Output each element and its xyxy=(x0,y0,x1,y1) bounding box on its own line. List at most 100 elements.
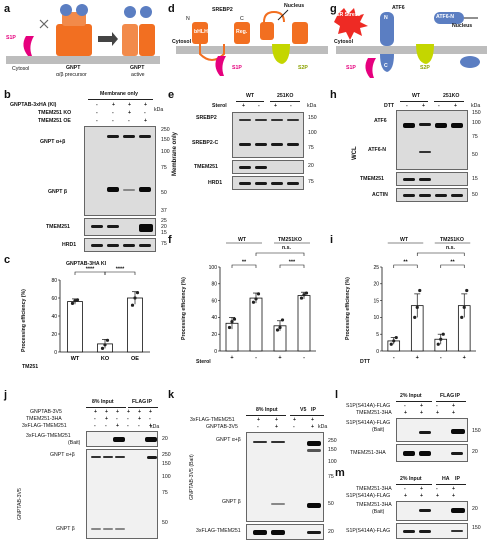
e-side-label: Membrane only xyxy=(172,131,178,176)
l-mk-0: 150 xyxy=(472,428,481,434)
j-bait-label: 3xFLAG-TMEM251 xyxy=(26,433,71,439)
i-sig-bracket-1 xyxy=(393,264,418,268)
sign-cell: - xyxy=(138,423,140,429)
data-point xyxy=(441,332,445,336)
d-cytosol: Cytosol xyxy=(172,39,192,45)
g-cytosol: Cytosol xyxy=(334,39,354,45)
band xyxy=(271,530,285,535)
s1p-protein xyxy=(23,36,34,56)
k-line-input xyxy=(246,415,286,416)
j-row-0: GNPTAB-3V5 xyxy=(30,409,62,415)
i-dtt: DTT xyxy=(360,359,371,365)
x-tick-label: - xyxy=(255,355,257,361)
i-sig-bracket-2 xyxy=(440,264,465,268)
band xyxy=(271,119,283,121)
sign-cell: + xyxy=(422,103,426,109)
band xyxy=(307,503,321,508)
data-point xyxy=(302,293,306,297)
data-point xyxy=(256,292,261,296)
b-header-line xyxy=(88,99,153,100)
x-tick-label: + xyxy=(230,355,233,361)
panel-letter-a: a xyxy=(4,3,11,15)
band xyxy=(307,531,321,534)
panel-letter-b: b xyxy=(4,89,11,101)
band xyxy=(139,135,151,138)
data-point xyxy=(392,339,396,343)
k-blot-gnpt xyxy=(246,432,324,522)
k-mk-4: 50 xyxy=(328,501,334,507)
h-mk-4: 15 xyxy=(472,176,478,182)
data-point xyxy=(280,318,285,322)
band xyxy=(435,194,447,197)
band xyxy=(255,119,267,121)
b-mk-1: 150 xyxy=(161,137,170,143)
data-point xyxy=(413,315,417,319)
i-group-wt: WT xyxy=(400,237,409,243)
band xyxy=(139,244,151,247)
sign-cell: + xyxy=(454,103,458,109)
e-mk-4: 75 xyxy=(308,179,314,185)
sign-cell: - xyxy=(258,103,260,109)
m-row-1: S1P(S414A)-FLAG xyxy=(346,493,391,499)
h-group-line xyxy=(400,101,428,102)
band xyxy=(307,449,321,452)
m-blot2: S1P(S414A)-FLAG xyxy=(346,528,391,534)
band xyxy=(287,119,299,121)
band xyxy=(451,530,463,532)
band xyxy=(107,244,119,247)
sign-cell: - xyxy=(438,103,440,109)
band xyxy=(91,528,101,530)
sign-cell: - xyxy=(105,423,107,429)
k-mk-5: 20 xyxy=(328,529,334,535)
h-group-ko: 251KO xyxy=(443,93,460,99)
band xyxy=(113,437,125,442)
j-mk-2: 150 xyxy=(162,461,171,467)
sign-cell: + xyxy=(149,423,153,429)
band xyxy=(435,123,447,128)
sign-cell: + xyxy=(452,410,456,416)
band xyxy=(123,244,135,247)
m-blot1-sub: (Bait) xyxy=(372,509,385,515)
l-blot-s1p xyxy=(396,418,468,442)
c-ylabel: Processing efficiency (%) xyxy=(21,289,27,352)
l-ip: IP xyxy=(455,393,460,399)
m-line-ip xyxy=(436,484,466,485)
sign-cell: + xyxy=(436,410,440,416)
e-group-wt: WT xyxy=(246,93,255,99)
a-precursor-sub: α/β precursor xyxy=(56,72,87,78)
data-point xyxy=(135,291,140,295)
data-point xyxy=(275,328,280,332)
sign-cell: + xyxy=(452,486,456,492)
panel-letter-k: k xyxy=(168,389,175,401)
sign-cell: + xyxy=(138,409,142,415)
e-group-ko: 251KO xyxy=(277,93,294,99)
sign-cell: - xyxy=(96,110,98,116)
gamma-subunit-2 xyxy=(76,4,88,16)
bar xyxy=(67,301,83,353)
sign-cell: + xyxy=(452,403,456,409)
band xyxy=(107,187,119,192)
band xyxy=(115,456,125,458)
band xyxy=(253,441,267,443)
panel-letter-l: l xyxy=(335,389,339,401)
band xyxy=(419,151,431,153)
b-header: Membrane only xyxy=(100,91,139,97)
d-bhlh: bHLH xyxy=(194,29,208,35)
f-group-wt: WT xyxy=(238,237,247,243)
srebp2-loop xyxy=(199,44,225,61)
panel-letter-m: m xyxy=(335,467,345,479)
band xyxy=(139,187,151,192)
x-tick-label: - xyxy=(440,355,442,361)
i-group-ko: TM251KO xyxy=(440,237,464,243)
a-cytosol-label: Cytosol xyxy=(12,66,30,72)
e-blot-tmem251 xyxy=(232,160,304,174)
sign-cell: + xyxy=(128,102,132,108)
band xyxy=(103,456,113,458)
y-tick-label: 20 xyxy=(373,282,379,288)
sign-cell: + xyxy=(275,417,279,423)
sign-cell: + xyxy=(149,409,153,415)
s2p-protein xyxy=(272,44,290,64)
gamma-subunit-3 xyxy=(124,6,136,18)
sign-cell: - xyxy=(404,403,406,409)
